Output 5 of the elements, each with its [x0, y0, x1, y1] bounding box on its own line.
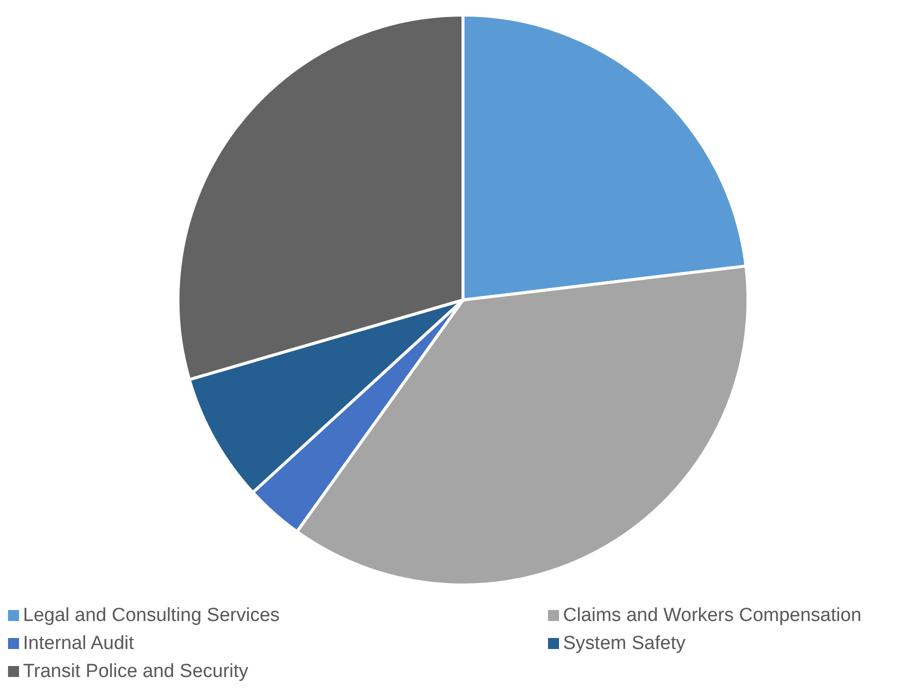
- legend-label: Claims and Workers Compensation: [563, 605, 862, 626]
- legend-label: Legal and Consulting Services: [23, 605, 280, 626]
- legend-label: Internal Audit: [23, 633, 134, 654]
- legend-label: System Safety: [563, 633, 686, 654]
- legend-label: Transit Police and Security: [23, 661, 248, 682]
